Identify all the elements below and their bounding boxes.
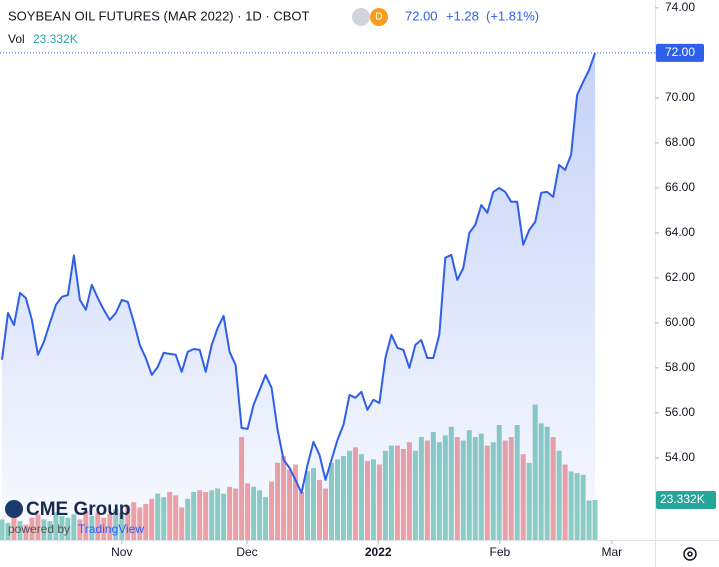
change-pct: (+1.81%) bbox=[486, 8, 539, 23]
y-tick-label: 60.00 bbox=[665, 315, 695, 329]
last-price: 72.00 bbox=[405, 8, 438, 23]
brand: TradingView bbox=[78, 522, 144, 536]
price-area bbox=[2, 52, 596, 541]
x-tick-label: Dec bbox=[236, 545, 257, 559]
gear-hub bbox=[687, 551, 693, 557]
y-tick-label: 56.00 bbox=[665, 405, 695, 419]
x-tick-label: Feb bbox=[489, 545, 510, 559]
last-price-tag-text: 72.00 bbox=[665, 45, 695, 59]
badge-grey bbox=[352, 8, 370, 26]
vol-label: Vol bbox=[8, 32, 25, 46]
y-tick-label: 64.00 bbox=[665, 225, 695, 239]
volume-tag bbox=[656, 490, 716, 509]
x-tick-label: Nov bbox=[111, 545, 132, 559]
x-tick-label: Mar bbox=[602, 545, 623, 559]
logo-name: CME Group bbox=[26, 499, 131, 520]
y-tick-label: 54.00 bbox=[665, 450, 695, 464]
logo-globe bbox=[5, 500, 23, 518]
plot-area bbox=[0, 52, 598, 541]
change: +1.28 bbox=[446, 8, 479, 23]
logo: CME Group powered by TradingView bbox=[5, 499, 144, 536]
x-tick-label: 2022 bbox=[365, 545, 392, 559]
gear bbox=[683, 547, 697, 561]
y-tick-label: 66.00 bbox=[665, 180, 695, 194]
price-line bbox=[1, 52, 597, 494]
badge-text: D bbox=[375, 12, 382, 23]
y-tick-label: 62.00 bbox=[665, 270, 695, 284]
powered-by: powered by bbox=[8, 522, 70, 536]
y-tick-label: 68.00 bbox=[665, 135, 695, 149]
settings-icon[interactable] bbox=[683, 547, 697, 561]
y-tick-label: 70.00 bbox=[665, 90, 695, 104]
y-tick-label: 74.00 bbox=[665, 0, 695, 14]
y-tick-label: 58.00 bbox=[665, 360, 695, 374]
badge bbox=[370, 8, 388, 26]
symbol-title: SOYBEAN OIL FUTURES (MAR 2022) · 1D · CB… bbox=[8, 8, 310, 23]
volume-tag-text: 23.332K bbox=[660, 492, 705, 506]
last-price-tag bbox=[656, 43, 704, 62]
vol-value: 23.332K bbox=[33, 32, 78, 46]
